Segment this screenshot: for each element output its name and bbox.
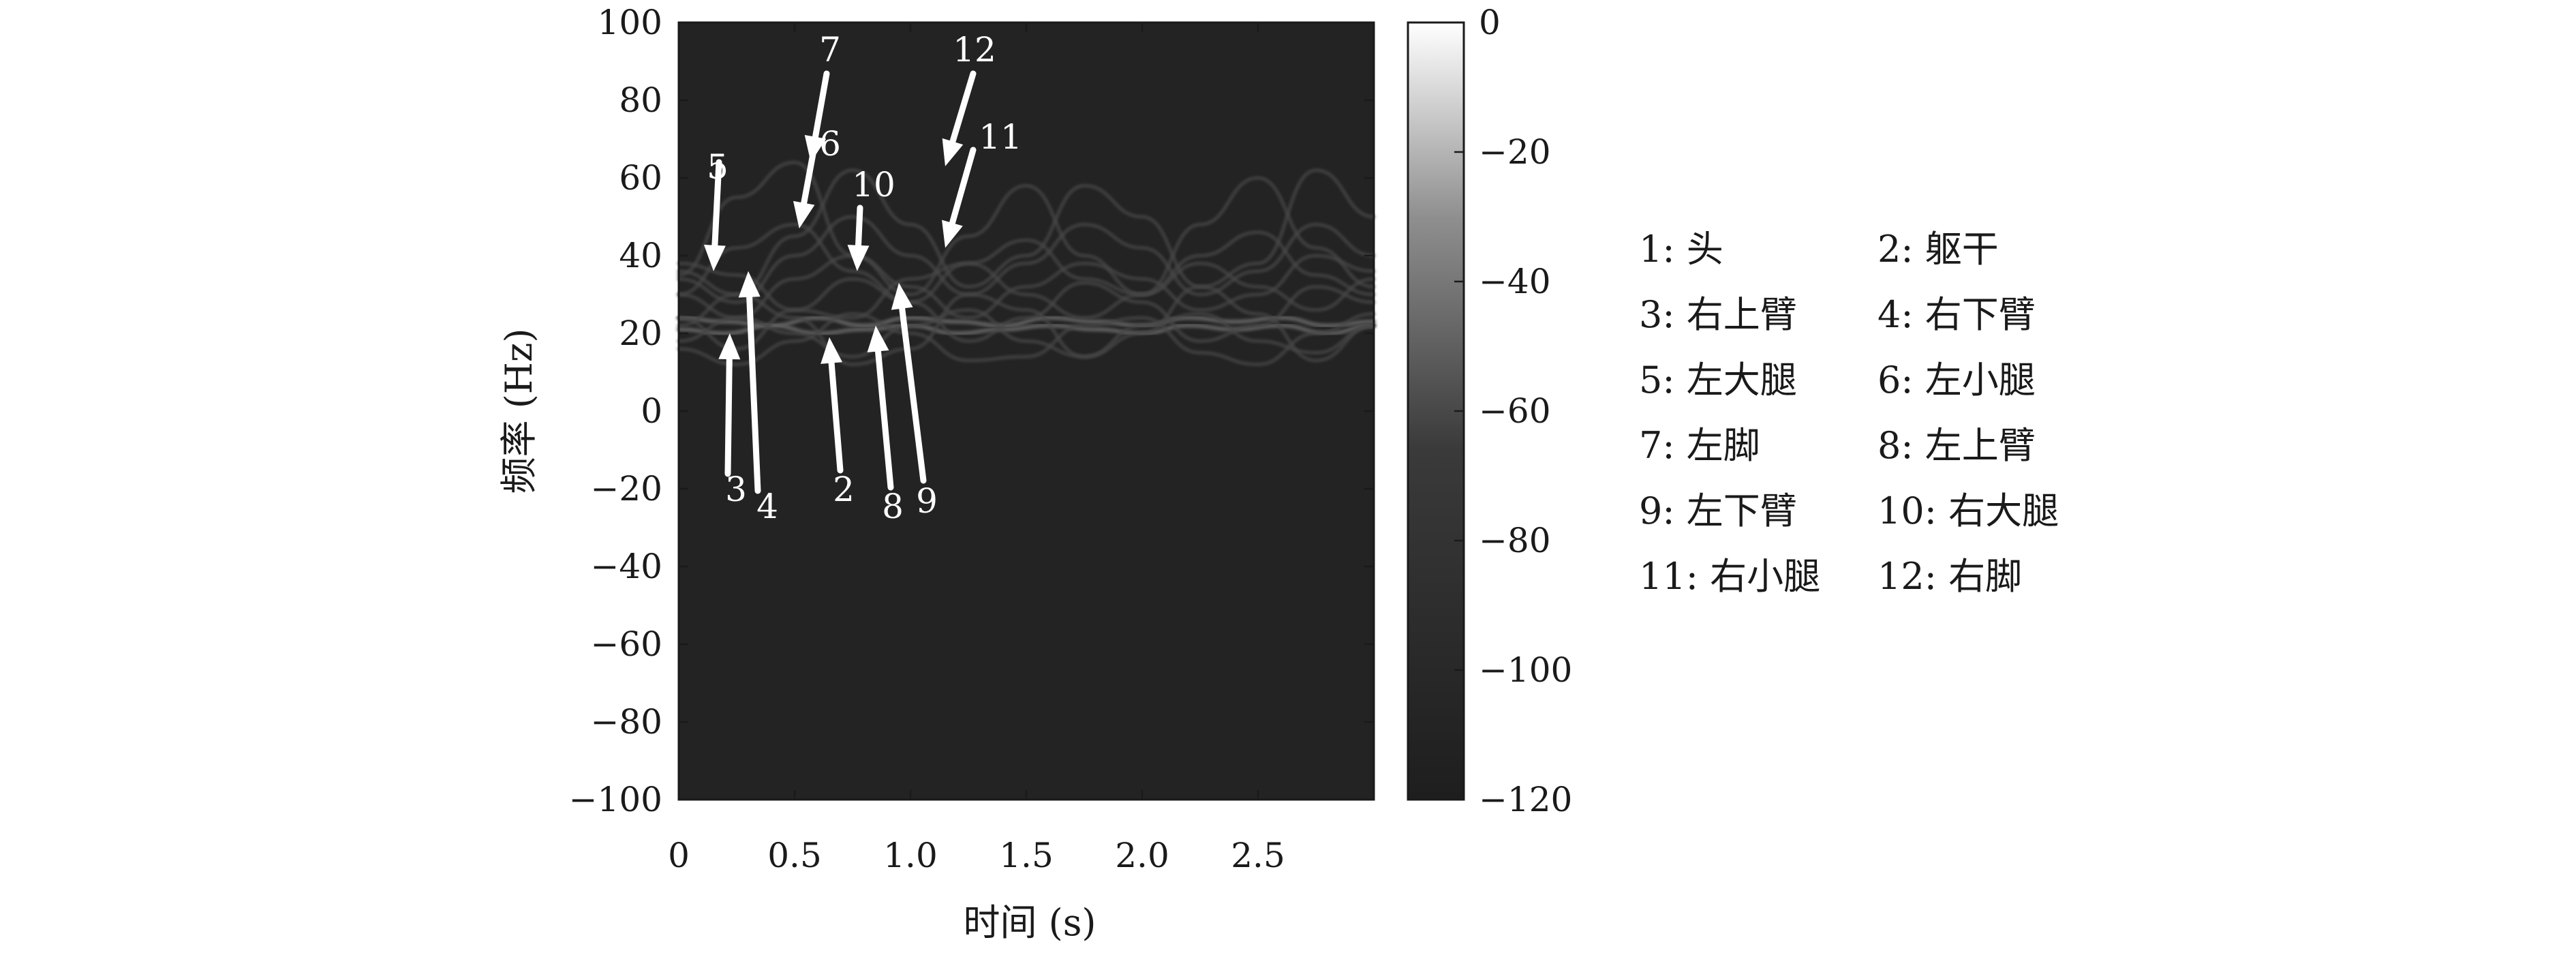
arrow-label-5: 5 <box>707 147 729 187</box>
annotation-arrows: 5 3 4 7 6 2 10 8 9 12 11 <box>703 30 1022 526</box>
x-axis-title: 时间 (s) <box>963 901 1096 944</box>
y-tick-label: 20 <box>619 314 662 353</box>
y-tick-label: −80 <box>590 702 662 742</box>
arrow-6-shaft <box>801 143 818 207</box>
colorbar-tick-label: 0 <box>1479 3 1501 42</box>
x-tick-label: 2.0 <box>1115 836 1169 875</box>
arrow-12-head <box>942 138 964 166</box>
colorbar-ticks: 0 −20 −40 −60 −80 −100 −120 <box>1454 3 1572 819</box>
x-tick-label: 1.0 <box>883 836 938 875</box>
colorbar-tick-label: −20 <box>1479 132 1551 172</box>
colorbar-tick-label: −40 <box>1479 262 1551 301</box>
y-tick-label: −40 <box>590 547 662 586</box>
arrow-4-head <box>738 271 761 298</box>
arrow-4-shaft <box>746 294 761 494</box>
x-tick-label: 0.5 <box>767 836 822 875</box>
arrow-10-shaft <box>855 204 863 249</box>
y-tick-label: 60 <box>619 158 662 198</box>
arrow-label-11: 11 <box>979 117 1022 157</box>
colorbar-tick-label: −120 <box>1479 780 1572 819</box>
colorbar-tick-label: −60 <box>1479 391 1551 431</box>
series-curve-6 <box>677 223 1375 304</box>
y-axis-ticks: 100 80 60 40 20 0 −20 −40 −60 −80 −100 <box>569 3 1374 819</box>
arrow-11-head <box>942 219 963 248</box>
arrow-5-shaft <box>711 159 722 249</box>
legend-entry: 4: 右下臂 <box>1877 293 2036 336</box>
arrow-label-10: 10 <box>852 165 895 204</box>
colorbar-tick-label: −100 <box>1479 650 1572 690</box>
arrow-6-head <box>793 200 815 229</box>
arrow-7-shaft <box>812 70 830 140</box>
series-curve-11 <box>677 215 1375 304</box>
arrow-9-head <box>891 282 913 310</box>
series-curve-2 <box>677 323 1376 336</box>
y-tick-label: −100 <box>569 780 662 819</box>
arrow-8-shaft <box>875 348 894 491</box>
arrow-10-head <box>847 245 870 271</box>
legend: 1: 头 2: 躯干 3: 右上臂 4: 右下臂 5: 左大腿 6: 左小腿 7: 左脚 8:… <box>1639 228 2059 598</box>
legend-entry: 2: 躯干 <box>1877 228 1999 271</box>
arrow-8-head <box>867 325 889 352</box>
series-curve-4 <box>677 285 1375 366</box>
series-curve-1 <box>677 316 1376 328</box>
legend-entry: 11: 右小腿 <box>1639 555 1820 598</box>
arrow-label-3: 3 <box>725 470 747 509</box>
y-tick-label: 40 <box>619 236 662 275</box>
arrow-11-shaft <box>949 147 977 226</box>
legend-entry: 12: 右脚 <box>1877 555 2022 598</box>
legend-entry: 6: 左小腿 <box>1877 359 2036 401</box>
y-tick-label: −20 <box>590 469 662 509</box>
legend-entry: 7: 左脚 <box>1639 424 1760 467</box>
arrow-5-head <box>703 245 726 271</box>
legend-entry: 3: 右上臂 <box>1639 293 1797 336</box>
legend-entry: 10: 右大腿 <box>1877 489 2059 532</box>
series-curve-10 <box>677 254 1375 320</box>
x-tick-label: 2.5 <box>1231 836 1285 875</box>
x-axis-ticks: 0 0.5 1.0 1.5 2.0 2.5 <box>668 22 1285 875</box>
micro-doppler-curves <box>677 161 1376 366</box>
legend-entry: 1: 头 <box>1639 228 1723 271</box>
arrow-label-6: 6 <box>819 124 841 164</box>
y-tick-label: 0 <box>641 391 662 431</box>
arrow-label-2: 2 <box>833 470 855 509</box>
colorbar-tick-label: −80 <box>1479 521 1551 560</box>
y-tick-label: 80 <box>619 80 662 120</box>
arrow-12-shaft <box>949 70 977 145</box>
arrow-label-12: 12 <box>953 30 996 70</box>
series-curve-8 <box>677 308 1375 359</box>
arrow-label-4: 4 <box>756 487 778 526</box>
legend-entry: 9: 左下臂 <box>1639 489 1797 532</box>
series-curve-7 <box>677 161 1375 297</box>
legend-entry: 5: 左大腿 <box>1639 359 1797 401</box>
series-curve-3 <box>677 312 1375 366</box>
plot-area-background <box>679 22 1374 800</box>
y-tick-label: 100 <box>598 3 662 42</box>
series-curve-9 <box>677 277 1375 350</box>
arrow-label-7: 7 <box>819 30 841 70</box>
arrow-3-head <box>718 333 741 360</box>
y-axis-title: 频率 (Hz) <box>497 329 540 494</box>
series-curve-12 <box>677 168 1375 297</box>
arrow-label-9: 9 <box>916 481 938 521</box>
y-tick-label: −60 <box>590 624 662 664</box>
arrow-2-head <box>821 337 843 364</box>
arrow-2-shaft <box>828 360 844 474</box>
x-tick-label: 1.5 <box>999 836 1054 875</box>
arrow-label-8: 8 <box>882 487 904 526</box>
x-tick-label: 0 <box>668 836 690 875</box>
arrow-3-shaft <box>724 356 733 477</box>
arrow-9-shaft <box>899 305 927 484</box>
legend-entry: 8: 左上臂 <box>1877 424 2036 467</box>
